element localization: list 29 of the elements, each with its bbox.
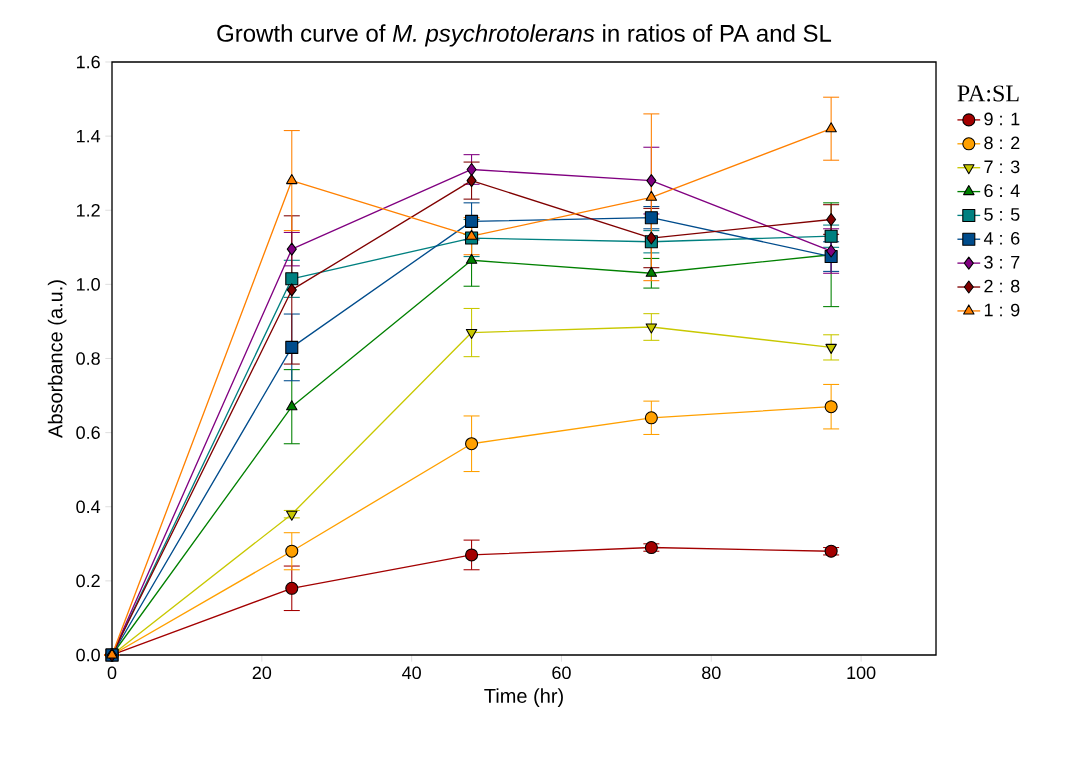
y-axis-title: Absorbance (a.u.) xyxy=(47,280,67,438)
y-tick-label: 0.8 xyxy=(76,352,100,365)
legend-label: 4 : 6 xyxy=(983,231,1020,245)
legend-title: PA:SL xyxy=(957,85,1019,102)
x-tick-label: 80 xyxy=(702,666,721,680)
x-tick-label: 100 xyxy=(847,666,876,680)
x-tick-label: 40 xyxy=(402,666,421,680)
y-tick-label: 1.0 xyxy=(76,278,100,291)
legend-label: 6 : 4 xyxy=(984,184,1020,198)
y-tick-label: 1.2 xyxy=(76,203,100,217)
y-tick-label: 1.6 xyxy=(76,55,100,69)
legend-label: 2 : 8 xyxy=(984,279,1020,293)
x-tick-label: 20 xyxy=(252,666,272,680)
point xyxy=(825,122,837,133)
y-tick-label: 0.6 xyxy=(76,426,100,439)
x-tick-label: 60 xyxy=(552,666,571,680)
y-tick-label: 0.2 xyxy=(76,574,100,588)
y-tick-label: 0.0 xyxy=(76,648,100,662)
legend-label: 7 : 3 xyxy=(984,160,1020,174)
legend-label: 8 : 2 xyxy=(984,136,1020,150)
legend-label: 3 : 7 xyxy=(984,255,1020,269)
y-tick-label: 0.4 xyxy=(76,500,101,514)
x-tick-label: 0 xyxy=(107,666,117,680)
y-tick-label: 1.4 xyxy=(76,129,101,143)
legend-label: 1 : 9 xyxy=(984,303,1020,317)
chart-title: Growth curve of M. psychrotolerans in ratios of PA and SL xyxy=(217,24,832,47)
x-axis-title: Time (hr) xyxy=(484,688,563,707)
legend-label: 5 : 5 xyxy=(984,208,1020,221)
legend-label: 9 : 1 xyxy=(984,112,1020,126)
